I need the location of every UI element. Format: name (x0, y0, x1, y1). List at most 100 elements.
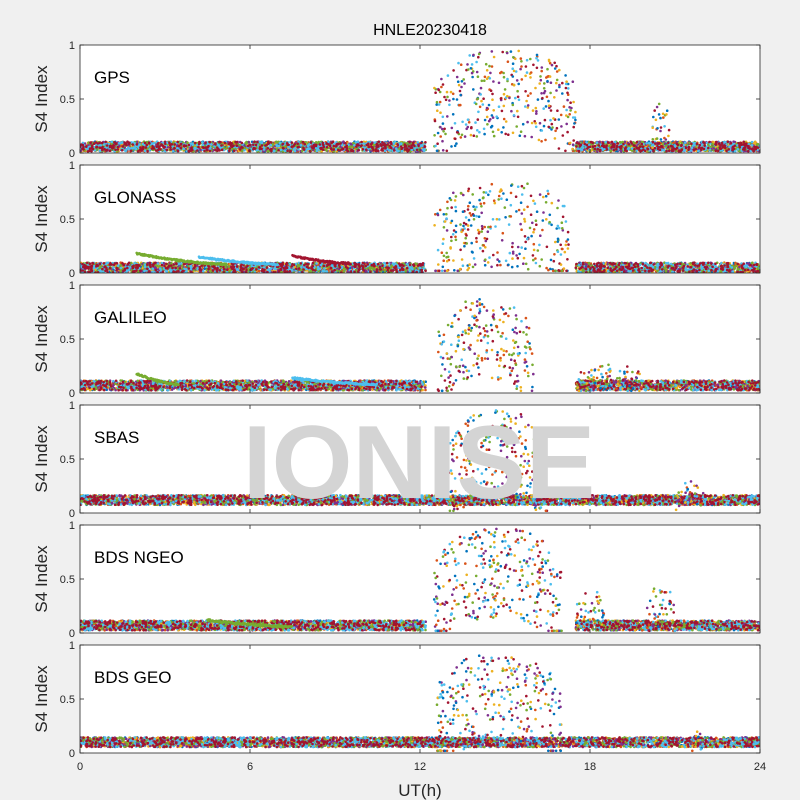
data-point (598, 140, 601, 144)
data-point (383, 149, 387, 153)
data-point (506, 60, 510, 63)
data-point (196, 149, 199, 152)
data-point (545, 76, 548, 79)
data-point (481, 103, 485, 106)
data-point (505, 51, 509, 55)
data-point (492, 134, 496, 138)
data-point (707, 146, 710, 150)
data-point (205, 148, 209, 152)
data-point (182, 147, 185, 151)
data-point (587, 143, 591, 147)
data-point (657, 102, 661, 106)
data-point (277, 149, 280, 152)
data-point (382, 143, 385, 147)
data-point (470, 71, 474, 75)
data-point (653, 109, 656, 112)
data-point (675, 142, 679, 146)
data-point (448, 99, 451, 102)
data-point (441, 127, 444, 131)
data-point (155, 145, 158, 148)
data-point (470, 126, 473, 130)
data-point (351, 145, 354, 148)
data-point (136, 150, 140, 153)
data-point (526, 106, 530, 109)
data-point (558, 83, 561, 87)
data-point (270, 147, 273, 151)
data-point (506, 94, 509, 98)
data-point (524, 74, 527, 78)
data-point (381, 149, 384, 152)
data-point (557, 118, 561, 121)
data-point (252, 147, 255, 151)
data-point (218, 149, 221, 152)
data-point (114, 148, 117, 152)
data-point (435, 103, 439, 106)
data-point (445, 149, 449, 153)
data-point (202, 146, 205, 150)
data-point (611, 145, 614, 149)
data-point (152, 146, 155, 150)
data-point (434, 144, 437, 148)
data-point (339, 142, 342, 145)
data-point (477, 110, 480, 114)
data-point (328, 149, 332, 153)
data-point (90, 146, 94, 149)
data-point (388, 149, 391, 152)
data-point (484, 62, 488, 66)
data-point (502, 71, 505, 75)
data-point (365, 143, 369, 147)
data-point (455, 142, 458, 145)
data-point (475, 60, 478, 64)
data-point (571, 116, 575, 119)
data-point (646, 147, 649, 150)
data-point (566, 130, 569, 134)
y-axis-label: S4 Index (32, 65, 51, 133)
data-point (187, 143, 191, 147)
data-point (384, 143, 387, 147)
data-point (503, 88, 507, 91)
data-point (551, 126, 554, 129)
data-point (81, 147, 84, 151)
data-point (483, 75, 487, 79)
data-point (157, 147, 161, 151)
data-point (321, 143, 325, 146)
data-point (207, 144, 210, 148)
data-point (683, 141, 687, 144)
data-point (690, 142, 693, 146)
data-point (459, 136, 463, 139)
data-point (583, 148, 586, 151)
data-point (612, 144, 616, 147)
data-point (198, 141, 201, 144)
data-point (436, 109, 439, 112)
data-point (423, 145, 427, 148)
data-point (553, 67, 557, 70)
data-point (443, 95, 446, 99)
data-point (433, 134, 436, 137)
data-point (443, 127, 446, 131)
data-point (322, 145, 326, 148)
data-point (269, 141, 273, 144)
data-point (223, 141, 227, 145)
data-point (474, 102, 478, 106)
data-point (129, 149, 133, 152)
data-point (116, 148, 120, 151)
data-point (289, 149, 292, 153)
data-point (262, 148, 266, 151)
data-point (516, 89, 519, 93)
data-point (580, 148, 584, 152)
data-point (644, 147, 647, 150)
data-point (623, 140, 627, 144)
data-point (736, 147, 740, 151)
data-point (384, 146, 387, 150)
data-point (705, 141, 708, 145)
data-point (655, 137, 659, 140)
data-point (564, 74, 567, 77)
data-point (301, 141, 305, 144)
data-point (752, 148, 756, 151)
data-point (252, 143, 255, 147)
data-point (502, 126, 505, 129)
data-point (336, 148, 340, 152)
data-point (476, 97, 480, 100)
data-point (232, 144, 235, 147)
data-point (555, 64, 558, 68)
